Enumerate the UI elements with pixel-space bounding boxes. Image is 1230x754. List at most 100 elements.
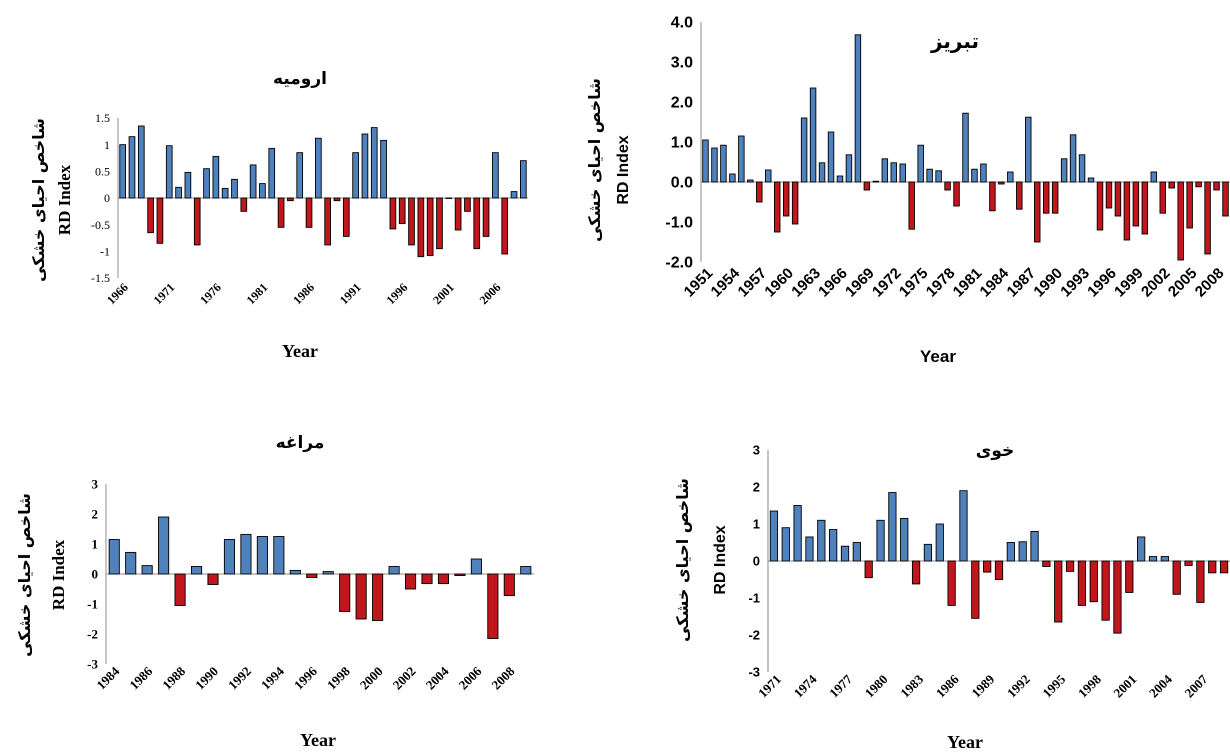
bar [1213,181,1220,191]
bar [1089,560,1098,603]
bar [128,136,136,199]
y-tick-label: 3 [753,443,760,458]
bar [998,181,1005,185]
bar [1184,560,1193,566]
x-tick-label: 1993 [1057,265,1093,301]
x-tick-label: 1954 [708,264,744,300]
bar [190,566,203,575]
x-tick-label: 1960 [761,265,797,301]
bar [781,527,790,562]
bar [917,144,924,183]
x-tick-label: 1988 [159,663,188,692]
x-tick-label: 1992 [225,664,254,693]
bar [1123,181,1131,241]
bar [277,197,285,228]
x-tick-label: 1983 [897,671,926,700]
x-tick-label: 1998 [324,663,353,692]
x-tick-label: 2000 [357,664,386,693]
bar [756,181,763,203]
x-tick-label: 2008 [1192,265,1228,301]
bar [854,34,862,183]
y-axis-label-fa: شاخص احیای خشکی [673,478,692,642]
bar [947,560,956,606]
bar [1033,181,1041,243]
bar [207,573,219,585]
bar [398,197,406,225]
bar [306,573,318,579]
bar [287,197,294,202]
bar [464,197,471,212]
bar [1208,560,1217,574]
bar [1065,560,1075,572]
bar [1101,560,1110,621]
chart-title: مراغه [276,433,325,453]
bar [720,144,727,183]
bar [421,573,433,585]
bar [273,536,285,575]
x-axis-label: Year [300,730,336,750]
x-tick-label: 1984 [977,264,1013,300]
x-tick-label: 1986 [290,280,317,307]
y-tick-label: -2 [748,628,760,643]
bar [352,152,359,199]
y-axis-label-fa: شاخص احیای خشکی [29,118,48,282]
y-tick-label: 1 [92,537,99,552]
bar [1150,171,1158,183]
bar [256,536,268,575]
bar [520,566,532,575]
bar [305,197,313,228]
x-tick-label: 1966 [815,265,851,301]
bar [1132,181,1140,227]
y-axis-label: RD Index [55,164,74,235]
bar [1219,560,1229,574]
bar [923,543,933,562]
x-axis-label: Year [947,732,983,752]
x-tick-label: 1996 [383,280,410,307]
bar [829,529,838,562]
x-tick-label: 1995 [1039,671,1068,700]
bar [989,181,996,212]
x-tick-label: 1977 [826,671,855,700]
bar [1148,556,1158,562]
bar [980,163,987,183]
x-tick-label: 2008 [488,663,517,692]
bar [1222,181,1229,217]
bar [962,112,969,183]
bar [437,573,450,585]
y-axis-label: RD Index [712,525,729,594]
bar [782,181,790,217]
y-tick-label: 3 [92,477,99,492]
bar [1096,181,1104,231]
bar [971,168,978,183]
bar [738,135,745,183]
y-tick-label: -1 [87,597,98,612]
y-tick-label: 1 [753,517,760,532]
y-tick-label: 0.5 [95,165,110,179]
x-tick-label: 2005 [1165,265,1201,301]
y-tick-label: 1 [104,138,110,152]
bar [827,131,835,183]
chart-urmia: ارومیه RD Index شاخص احیای خشکی Year 1.5… [29,69,528,361]
bar [800,117,808,183]
bar [791,181,799,225]
x-tick-label: 2001 [1110,672,1139,701]
bar [473,197,481,250]
x-tick-label: 1990 [192,664,221,693]
x-tick-label: 1994 [258,663,287,692]
bar [1087,177,1095,183]
bar [994,560,1004,580]
bar [1007,171,1014,183]
bar [404,573,417,590]
bar [361,133,369,199]
bar [864,560,873,579]
y-tick-label: -2.0 [665,255,693,272]
bar [1006,542,1015,562]
bar [1030,530,1039,562]
bar [702,139,709,183]
bar [1114,181,1122,217]
bar [769,510,779,562]
bar [711,147,718,183]
bar [765,169,772,183]
bar [805,536,814,562]
x-tick-label: 1999 [1111,265,1147,301]
